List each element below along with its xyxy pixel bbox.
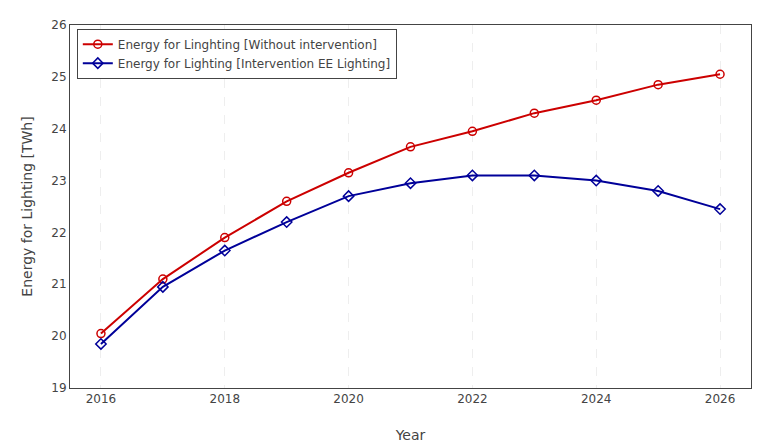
svg-text:Year: Year [395, 427, 426, 443]
svg-text:22: 22 [51, 226, 66, 240]
svg-text:2020: 2020 [333, 392, 364, 406]
svg-text:20: 20 [51, 329, 66, 343]
svg-text:2026: 2026 [705, 392, 736, 406]
svg-text:2018: 2018 [209, 392, 240, 406]
svg-text:2016: 2016 [86, 392, 117, 406]
svg-text:26: 26 [51, 18, 66, 32]
svg-text:23: 23 [51, 174, 66, 188]
svg-text:2022: 2022 [457, 392, 488, 406]
svg-text:Energy for Linghting [Without: Energy for Linghting [Without interventi… [118, 38, 377, 52]
svg-text:24: 24 [51, 122, 66, 136]
svg-text:25: 25 [51, 70, 66, 84]
svg-text:2024: 2024 [581, 392, 612, 406]
svg-text:19: 19 [51, 381, 66, 395]
svg-text:21: 21 [51, 277, 66, 291]
svg-text:Energy for Lighting [TWh]: Energy for Lighting [TWh] [19, 116, 35, 296]
svg-text:Energy for Lighting [Intervent: Energy for Lighting [Intervention EE Lig… [118, 57, 390, 71]
